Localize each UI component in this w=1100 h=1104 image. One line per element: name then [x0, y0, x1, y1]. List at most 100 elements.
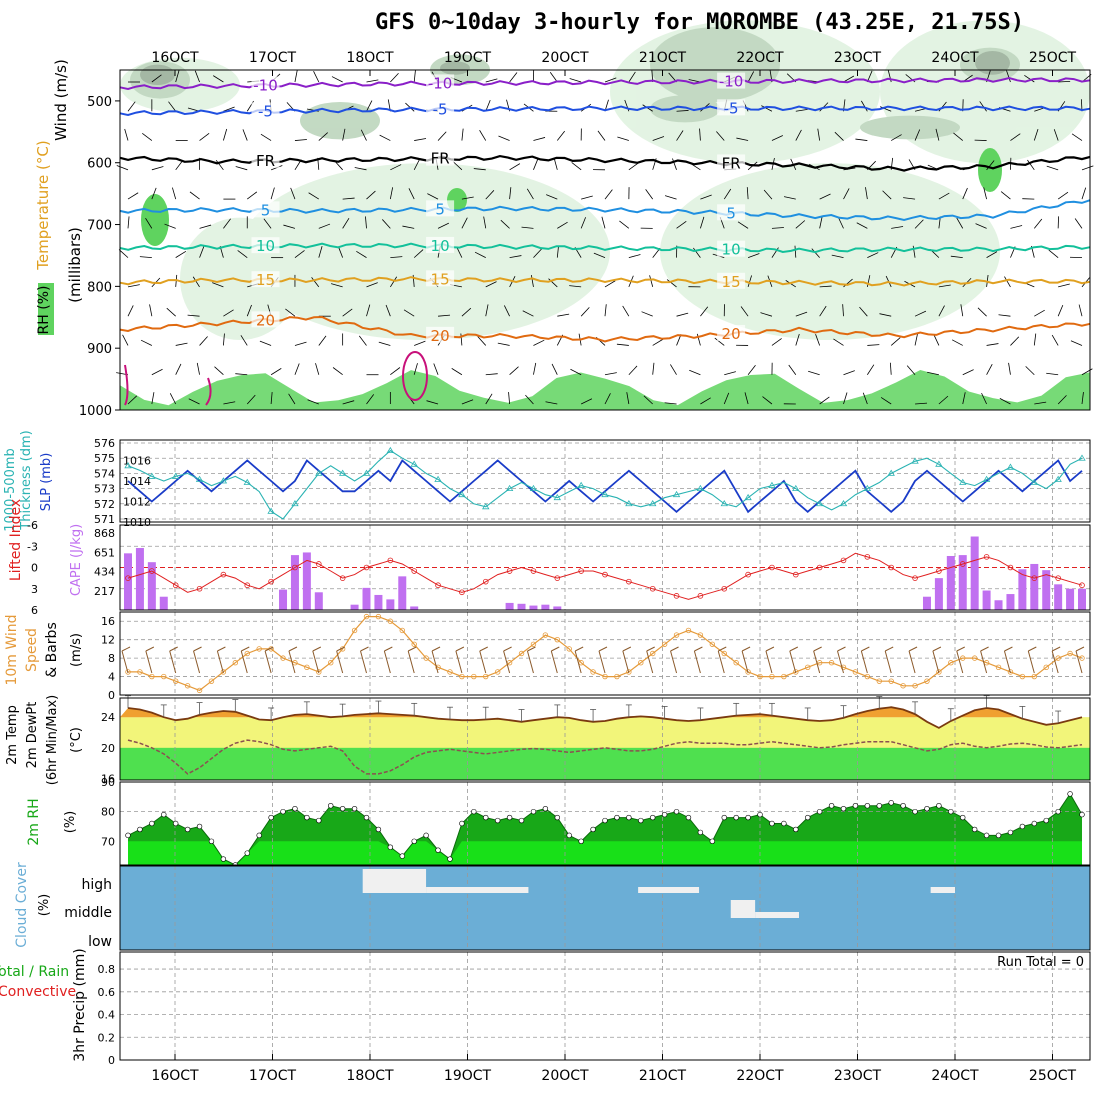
surface-barb	[265, 651, 271, 673]
rh2m-point	[269, 815, 274, 820]
rh-blob	[880, 20, 1090, 163]
x-tick-label: 16OCT	[151, 50, 199, 66]
surface-barb-flag	[933, 647, 941, 651]
rh2m-point	[364, 815, 369, 820]
li-tick-label: -6	[27, 519, 38, 532]
x-tick-label: 18OCT	[346, 1068, 394, 1084]
thickness-tick-label: 574	[94, 467, 115, 480]
wind-tick-label: 8	[108, 652, 115, 665]
surface-barb-flag	[456, 647, 464, 651]
axis-title-speed: Speed	[24, 628, 40, 672]
cape-bar	[374, 595, 382, 610]
temp-tick-label: 20	[101, 742, 115, 755]
axis-title-rh-unit: (%)	[63, 811, 78, 834]
surface-barb-flag	[1076, 647, 1084, 651]
rh2m-point	[996, 833, 1001, 838]
surface-barb-flag	[146, 647, 154, 651]
wind-line	[128, 617, 1082, 691]
rh2m-point	[138, 827, 143, 832]
rh2m-point	[436, 848, 441, 853]
rh2m-point	[555, 815, 560, 820]
cape-bar	[1006, 594, 1014, 610]
rh2m-point	[424, 833, 429, 838]
surface-barb	[790, 651, 796, 673]
rh2m-point	[412, 839, 417, 844]
surface-barb	[551, 651, 557, 673]
surface-barb	[480, 651, 486, 673]
x-tick-label: 19OCT	[444, 1068, 492, 1084]
rh2m-fill-light	[128, 841, 1082, 865]
surface-barb	[957, 651, 963, 673]
surface-barb-flag	[671, 647, 679, 651]
cape-bar	[971, 537, 979, 610]
rh2m-point	[793, 827, 798, 832]
surface-barb	[361, 651, 367, 673]
rh2m-point	[960, 815, 965, 820]
rh2m-point	[185, 827, 190, 832]
rh2m-tick-label: 80	[101, 806, 115, 819]
rh-blob	[140, 65, 175, 85]
x-tick-label: 20OCT	[541, 1068, 589, 1084]
x-tick-label: 24OCT	[931, 50, 979, 66]
cloud-tick-label: low	[88, 934, 112, 950]
rh2m-point	[316, 818, 321, 823]
isotherm-label: 5	[435, 200, 445, 218]
cape-bar	[160, 597, 168, 610]
axis-title-barbs: & Barbs	[44, 622, 60, 678]
rh2m-point	[865, 803, 870, 808]
x-tick-label: 24OCT	[931, 1068, 979, 1084]
rh2m-point	[948, 809, 953, 814]
rh2m-point	[710, 839, 715, 844]
rh-blob	[660, 163, 1000, 340]
x-tick-label: 21OCT	[639, 1068, 687, 1084]
cloud-cell-high	[638, 887, 699, 893]
rh2m-point	[483, 815, 488, 820]
wind-tick-label: 16	[101, 615, 115, 628]
cloud-cell-high	[931, 887, 955, 893]
cloud-bg	[120, 866, 1090, 950]
rh2m-point	[746, 815, 751, 820]
x-tick-label: 16OCT	[151, 1068, 199, 1084]
rh2m-point	[781, 821, 786, 826]
axis-title-temp-unit: (°C)	[69, 727, 84, 753]
cape-bar	[983, 591, 991, 610]
axis-title-wind: Wind (m/s)	[52, 59, 70, 141]
slp-tick-label: 1014	[123, 475, 151, 488]
surface-barb	[337, 651, 343, 673]
cape-bar	[1078, 589, 1086, 610]
rh2m-point	[817, 809, 822, 814]
rh-blob	[860, 116, 960, 140]
axis-title-2m-rh: 2m RH	[26, 798, 42, 845]
surface-barb-flag	[647, 647, 655, 651]
axis-title-temperature: Temperature (°C)	[34, 140, 52, 270]
rh2m-point	[603, 818, 608, 823]
rh-spot	[141, 194, 169, 246]
surface-barb	[814, 651, 820, 673]
precip-frame	[120, 952, 1090, 1060]
cape-bar	[124, 553, 132, 610]
surface-barb-flag	[504, 647, 512, 651]
isotherm-label: -10	[253, 76, 278, 94]
isotherm-label: FR	[256, 152, 275, 170]
rh2m-point	[507, 815, 512, 820]
isotherm-label: 15	[256, 271, 275, 289]
cape-tick-label: 651	[94, 546, 115, 559]
rh2m-point	[686, 815, 691, 820]
surface-barb-flag	[599, 647, 607, 651]
rh2m-point	[471, 809, 476, 814]
x-tick-label: 18OCT	[346, 50, 394, 66]
isotherm-label: 20	[431, 327, 450, 345]
isotherm-label: 10	[256, 237, 275, 255]
surface-barb-flag	[861, 647, 869, 651]
wind-tick-label: 0	[108, 689, 115, 702]
rh2m-point	[698, 830, 703, 835]
rh2m-point	[638, 818, 643, 823]
rh2m-point	[626, 815, 631, 820]
axis-title-wind-unit: (m/s)	[69, 633, 84, 667]
surface-barb	[766, 651, 772, 673]
cloud-cell-high	[363, 869, 426, 893]
precip-vgrid	[175, 952, 1053, 1060]
rh-blob	[975, 51, 1010, 75]
isotherm-label: 5	[726, 204, 736, 222]
